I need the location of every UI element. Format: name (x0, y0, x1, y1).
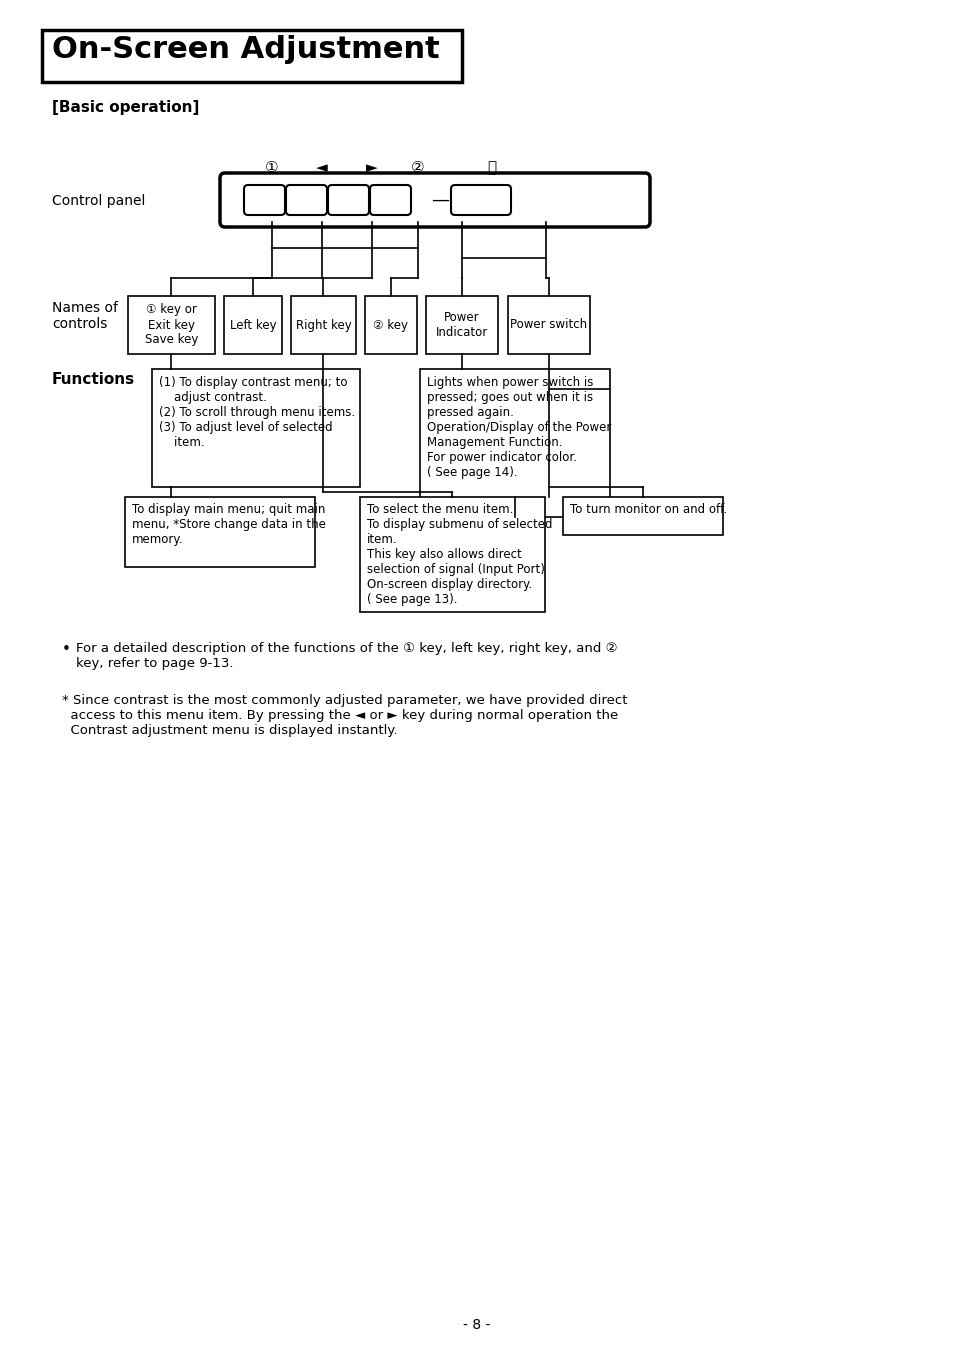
Bar (419, 369, 609, 517)
Bar (291, 296, 355, 354)
Text: [Basic operation]: [Basic operation] (52, 100, 199, 114)
Text: On-Screen Adjustment: On-Screen Adjustment (52, 35, 439, 65)
Text: For a detailed description of the functions of the ① key, left key, right key, a: For a detailed description of the functi… (76, 643, 617, 669)
Bar (426, 296, 497, 354)
FancyBboxPatch shape (370, 185, 411, 216)
Text: ① key or
Exit key
Save key: ① key or Exit key Save key (145, 303, 198, 346)
Text: * Since contrast is the most commonly adjusted parameter, we have provided direc: * Since contrast is the most commonly ad… (62, 694, 627, 737)
Text: Names of
controls: Names of controls (52, 300, 118, 331)
Text: To turn monitor on and off.: To turn monitor on and off. (569, 502, 726, 516)
FancyBboxPatch shape (328, 185, 369, 216)
Bar (507, 296, 589, 354)
Text: Functions: Functions (52, 372, 135, 387)
Bar (365, 296, 416, 354)
Text: To display main menu; quit main
menu, *Store change data in the
memory.: To display main menu; quit main menu, *S… (132, 502, 326, 546)
Text: ①: ① (265, 160, 278, 175)
Text: (1) To display contrast menu; to
    adjust contrast.
(2) To scroll through menu: (1) To display contrast menu; to adjust … (159, 376, 355, 449)
Text: Power switch: Power switch (510, 318, 587, 331)
Text: ⏼: ⏼ (487, 160, 497, 175)
Text: Right key: Right key (295, 318, 351, 331)
Bar (359, 497, 544, 612)
Text: ②: ② (411, 160, 424, 175)
Text: —: — (431, 191, 449, 209)
Text: Left key: Left key (230, 318, 276, 331)
Bar (152, 369, 359, 488)
Text: To select the menu item.
To display submenu of selected
item.
This key also allo: To select the menu item. To display subm… (367, 502, 552, 606)
Text: ◄: ◄ (315, 160, 328, 175)
Bar (42, 30, 461, 82)
FancyBboxPatch shape (286, 185, 327, 216)
FancyBboxPatch shape (244, 185, 285, 216)
Bar (128, 296, 214, 354)
Text: - 8 -: - 8 - (463, 1317, 490, 1332)
Text: Power
Indicator: Power Indicator (436, 311, 488, 339)
Text: Lights when power switch is
pressed; goes out when it is
pressed again.
Operatio: Lights when power switch is pressed; goe… (427, 376, 611, 480)
Bar (562, 497, 722, 535)
Bar (224, 296, 282, 354)
Text: ② key: ② key (374, 318, 408, 331)
FancyBboxPatch shape (220, 172, 649, 228)
Bar (125, 497, 314, 567)
Text: Control panel: Control panel (52, 194, 145, 207)
FancyBboxPatch shape (451, 185, 511, 216)
Text: ►: ► (366, 160, 377, 175)
Text: •: • (62, 643, 71, 657)
